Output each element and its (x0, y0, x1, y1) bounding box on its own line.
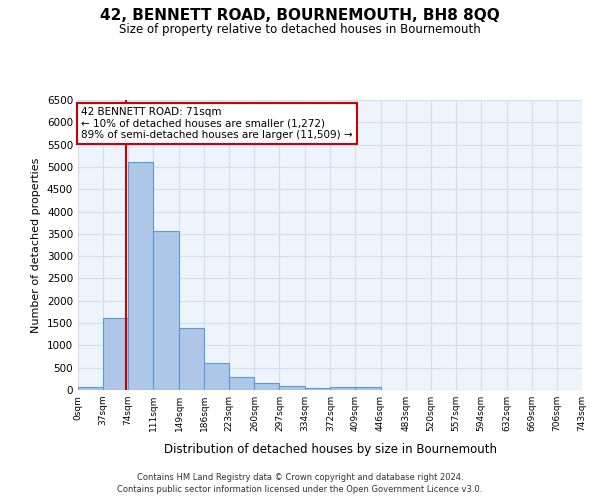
Text: 42 BENNETT ROAD: 71sqm
← 10% of detached houses are smaller (1,272)
89% of semi-: 42 BENNETT ROAD: 71sqm ← 10% of detached… (82, 106, 353, 140)
Text: Contains public sector information licensed under the Open Government Licence v3: Contains public sector information licen… (118, 485, 482, 494)
Text: Distribution of detached houses by size in Bournemouth: Distribution of detached houses by size … (163, 442, 497, 456)
Bar (280, 386, 305, 390)
Text: Contains HM Land Registry data © Crown copyright and database right 2024.: Contains HM Land Registry data © Crown c… (137, 472, 463, 482)
Text: 42, BENNETT ROAD, BOURNEMOUTH, BH8 8QQ: 42, BENNETT ROAD, BOURNEMOUTH, BH8 8QQ (100, 8, 500, 22)
Bar (128, 162, 153, 390)
Bar (153, 230, 179, 390)
Bar (254, 384, 280, 390)
Bar (204, 363, 229, 390)
Bar (305, 388, 331, 390)
Y-axis label: Number of detached properties: Number of detached properties (31, 158, 41, 332)
Bar (103, 318, 128, 390)
Bar (229, 376, 254, 390)
Text: Size of property relative to detached houses in Bournemouth: Size of property relative to detached ho… (119, 22, 481, 36)
Bar (331, 386, 355, 390)
Bar (355, 388, 380, 390)
Bar (179, 328, 204, 390)
Bar (78, 387, 103, 390)
